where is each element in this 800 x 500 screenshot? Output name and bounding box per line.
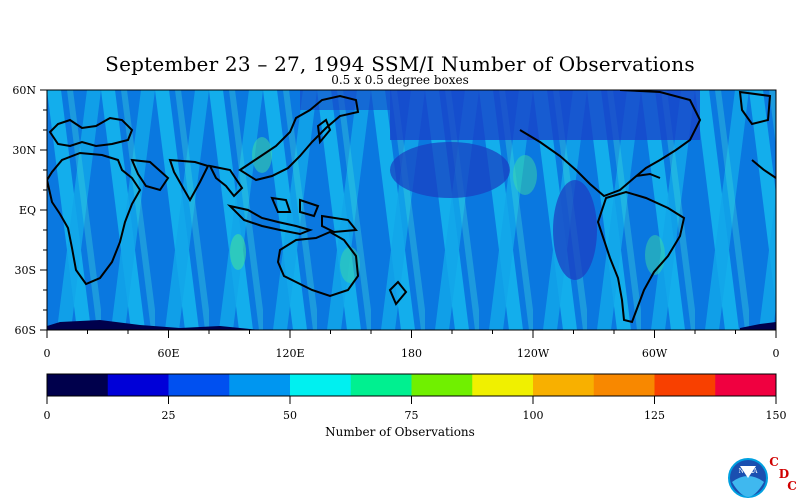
colorbar-tick-label: 125 <box>644 409 665 422</box>
noaa-emblem-text: NOAA <box>739 468 759 475</box>
colorbar-segment <box>715 374 777 396</box>
lat-label: 60S <box>14 324 36 337</box>
colorbar-tick-label: 75 <box>405 409 419 422</box>
colorbar-ticks <box>46 396 777 404</box>
logo-letter: C <box>787 479 797 493</box>
observation-field <box>47 90 776 330</box>
lon-label: 60E <box>157 347 179 360</box>
lon-label: 180 <box>401 347 422 360</box>
colorbar-label: Number of Observations <box>325 425 475 439</box>
colorbar-segment <box>350 374 412 396</box>
colorbar-tick-label: 100 <box>523 409 544 422</box>
lon-ticks <box>46 330 777 338</box>
colorbar-segment <box>168 374 230 396</box>
colorbar-segment <box>229 374 291 396</box>
colorbar-segment <box>107 374 169 396</box>
page-subtitle: 0.5 x 0.5 degree boxes <box>331 73 469 87</box>
lon-labels: 0 60E 120E 180 120W 60W 0 <box>44 347 780 360</box>
logo-letter: C <box>769 455 779 469</box>
colorbar-tick-label: 50 <box>283 409 297 422</box>
lat-ticks <box>40 89 47 331</box>
colorbar-segment <box>47 374 109 396</box>
lat-label: 30N <box>12 144 36 157</box>
lat-labels: 60N 30N EQ 30S 60S <box>12 84 36 337</box>
colorbar-segment <box>654 374 716 396</box>
lat-label: 60N <box>12 84 36 97</box>
colorbar-tick-label: 0 <box>44 409 51 422</box>
colorbar-tick-label: 150 <box>766 409 787 422</box>
lat-label: 30S <box>14 264 36 277</box>
lat-label: EQ <box>19 204 36 217</box>
colorbar-tick-label: 25 <box>162 409 176 422</box>
lon-label: 0 <box>773 347 780 360</box>
colorbar-segment <box>411 374 473 396</box>
logo-letter: D <box>779 467 789 481</box>
coastlines <box>47 90 776 324</box>
colorbar-segment <box>472 374 534 396</box>
lon-label: 120W <box>517 347 550 360</box>
colorbar-segment <box>290 374 352 396</box>
lon-label: 60W <box>642 347 668 360</box>
colorbar <box>47 374 777 396</box>
colorbar-segment <box>593 374 655 396</box>
page-title: September 23 – 27, 1994 SSM/I Number of … <box>105 52 695 76</box>
colorbar-segment <box>533 374 595 396</box>
lon-label: 0 <box>44 347 51 360</box>
lon-label: 120E <box>275 347 304 360</box>
colorbar-tick-labels: 0 25 50 75 100 125 150 <box>44 409 787 422</box>
noaa-logo: NOAA C D C <box>728 455 797 498</box>
